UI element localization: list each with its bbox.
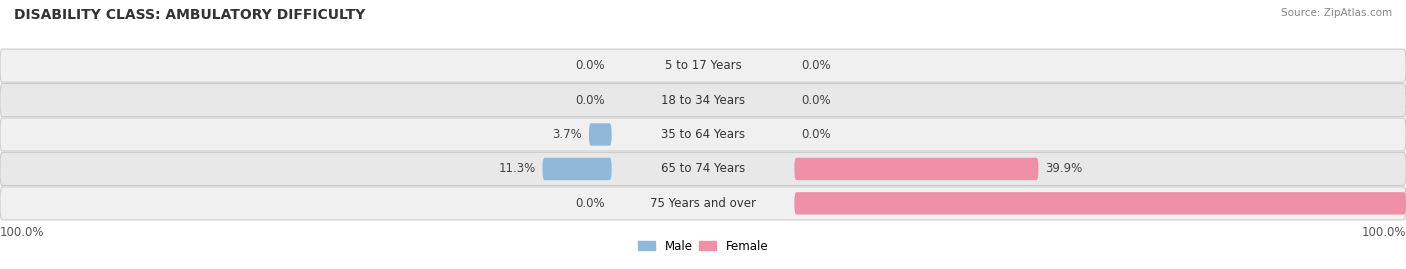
- Text: 0.0%: 0.0%: [575, 197, 605, 210]
- FancyBboxPatch shape: [0, 49, 1406, 82]
- FancyBboxPatch shape: [543, 158, 612, 180]
- FancyBboxPatch shape: [0, 84, 1406, 116]
- Text: 3.7%: 3.7%: [553, 128, 582, 141]
- Text: 0.0%: 0.0%: [575, 59, 605, 72]
- FancyBboxPatch shape: [0, 187, 1406, 220]
- Text: 5 to 17 Years: 5 to 17 Years: [665, 59, 741, 72]
- Text: DISABILITY CLASS: AMBULATORY DIFFICULTY: DISABILITY CLASS: AMBULATORY DIFFICULTY: [14, 8, 366, 22]
- Text: 100.0%: 100.0%: [1361, 226, 1406, 239]
- Text: 18 to 34 Years: 18 to 34 Years: [661, 94, 745, 107]
- Text: 0.0%: 0.0%: [801, 128, 831, 141]
- Text: 0.0%: 0.0%: [801, 94, 831, 107]
- Text: 0.0%: 0.0%: [801, 59, 831, 72]
- Text: Source: ZipAtlas.com: Source: ZipAtlas.com: [1281, 8, 1392, 18]
- Text: 100.0%: 100.0%: [0, 226, 45, 239]
- Legend: Male, Female: Male, Female: [637, 240, 769, 253]
- FancyBboxPatch shape: [0, 118, 1406, 151]
- FancyBboxPatch shape: [794, 158, 1039, 180]
- Text: 11.3%: 11.3%: [498, 162, 536, 175]
- Text: 65 to 74 Years: 65 to 74 Years: [661, 162, 745, 175]
- Text: 39.9%: 39.9%: [1046, 162, 1083, 175]
- Text: 0.0%: 0.0%: [575, 94, 605, 107]
- FancyBboxPatch shape: [0, 153, 1406, 185]
- FancyBboxPatch shape: [794, 192, 1406, 215]
- FancyBboxPatch shape: [589, 123, 612, 146]
- Text: 75 Years and over: 75 Years and over: [650, 197, 756, 210]
- Text: 35 to 64 Years: 35 to 64 Years: [661, 128, 745, 141]
